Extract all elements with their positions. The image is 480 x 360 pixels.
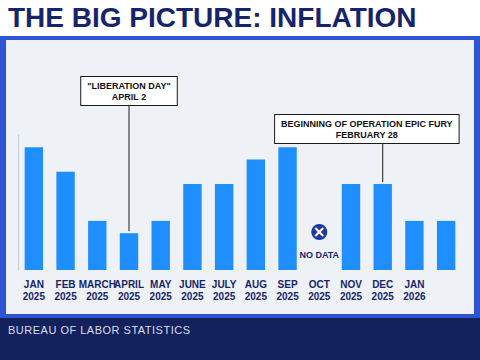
svg-text:JAN: JAN [24,279,44,290]
svg-text:SEP: SEP [278,279,298,290]
svg-text:FEBRUARY 28: FEBRUARY 28 [336,130,398,140]
svg-text:MARCH: MARCH [79,279,116,290]
html-text:BUREAU OF LABOR STATISTICS: BUREAU OF LABOR STATISTICS [8,324,191,336]
svg-text:2025: 2025 [181,291,204,302]
svg-text:2026: 2026 [403,291,426,302]
svg-text:2025: 2025 [23,291,46,302]
svg-text:2025: 2025 [340,291,363,302]
svg-text:JUNE: JUNE [179,279,206,290]
svg-text:BEGINNING OF OPERATION EPIC FU: BEGINNING OF OPERATION EPIC FURY [281,119,453,129]
svg-text:"LIBERATION DAY": "LIBERATION DAY" [87,81,171,91]
svg-text:AUG: AUG [245,279,267,290]
svg-text:2025: 2025 [308,291,331,302]
html-text:THE BIG PICTURE: INFLATION: THE BIG PICTURE: INFLATION [8,2,417,33]
svg-text:2025: 2025 [245,291,268,302]
svg-text:2025: 2025 [54,291,77,302]
svg-text:MAY: MAY [150,279,172,290]
svg-text:2025: 2025 [118,291,141,302]
svg-text:OCT: OCT [309,279,330,290]
svg-text:2025: 2025 [150,291,173,302]
svg-text:JAN: JAN [404,279,424,290]
svg-text:FEB: FEB [56,279,76,290]
svg-text:JULY: JULY [212,279,237,290]
svg-text:2025: 2025 [372,291,395,302]
svg-text:NOV: NOV [340,279,362,290]
svg-text:APRIL: APRIL [114,279,144,290]
svg-text:2025: 2025 [276,291,299,302]
svg-text:2025: 2025 [86,291,109,302]
svg-text:NO DATA: NO DATA [299,250,339,260]
svg-text:APRIL 2: APRIL 2 [112,92,146,102]
svg-text:2025: 2025 [213,291,236,302]
svg-text:DEC: DEC [372,279,393,290]
